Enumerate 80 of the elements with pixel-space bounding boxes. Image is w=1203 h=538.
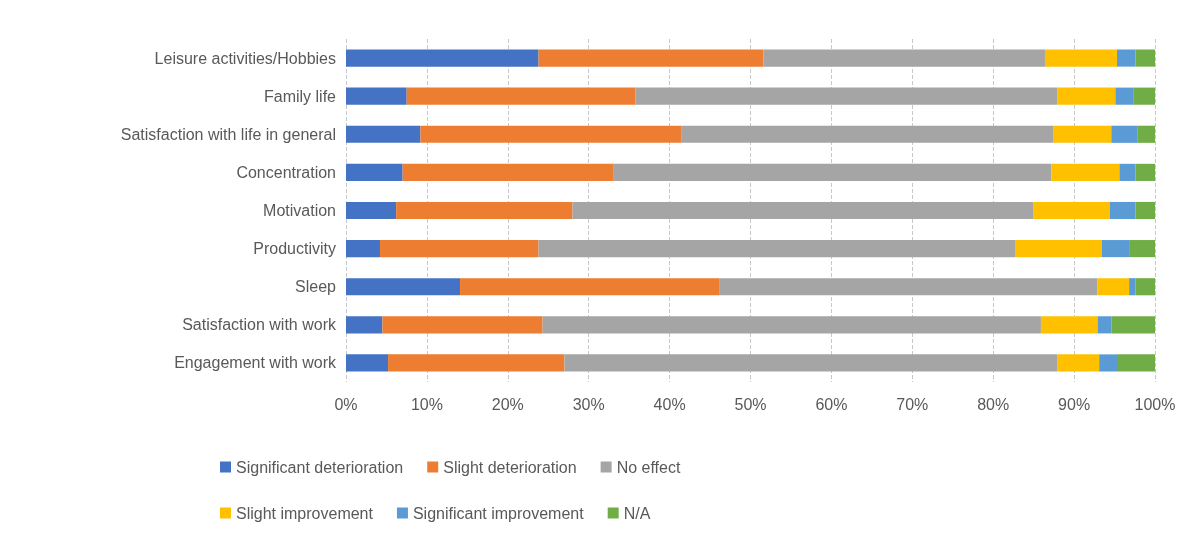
bar (1135, 163, 1155, 181)
y-tick-label: Productivity (253, 240, 336, 258)
bar (1040, 316, 1098, 334)
bar (1129, 240, 1155, 258)
bar (1097, 316, 1112, 334)
bar (396, 201, 573, 220)
x-tick-label: 10% (410, 395, 443, 413)
bar (1057, 87, 1116, 105)
x-tick-label: 0% (334, 395, 358, 413)
x-tick-label: 30% (572, 395, 605, 413)
x-tick-label: 60% (815, 395, 848, 413)
bar (1135, 201, 1155, 220)
y-tick-label: Family life (263, 87, 337, 105)
bar (719, 278, 1098, 296)
legend-label: Slight improvement (236, 504, 374, 522)
bar (406, 87, 636, 105)
bar (379, 240, 539, 258)
bar (538, 240, 1016, 258)
bar (1015, 240, 1102, 258)
bar (1053, 125, 1112, 143)
bar (346, 49, 539, 67)
legend-label: Significant deterioration (236, 458, 404, 476)
bar (388, 354, 565, 372)
bar (564, 354, 1058, 372)
x-tick-label: 80% (977, 395, 1010, 413)
bar (1111, 316, 1155, 334)
y-tick-label: Concentration (236, 163, 336, 181)
bar (1133, 87, 1155, 105)
x-tick-label: 40% (653, 395, 686, 413)
bar (1129, 278, 1136, 296)
bar (635, 87, 1058, 105)
bar (538, 49, 764, 67)
bar (1111, 125, 1138, 143)
bar (402, 163, 614, 181)
legend-label: N/A (623, 504, 651, 522)
y-tick-label: Leisure activities/Hobbies (154, 49, 336, 67)
y-tick-label: Satisfaction with life in general (120, 125, 336, 143)
bar (1119, 163, 1136, 181)
bar (420, 125, 682, 143)
bar (1137, 125, 1155, 143)
x-tick-label: 100% (1134, 395, 1176, 413)
bar (572, 201, 1034, 220)
bar (1097, 278, 1130, 296)
x-tick-label: 70% (896, 395, 929, 413)
bar (1101, 240, 1130, 258)
bar (1109, 201, 1136, 220)
bar (1115, 87, 1134, 105)
bar (346, 125, 421, 143)
x-tick-label: 50% (734, 395, 767, 413)
x-tick-label: 20% (491, 395, 524, 413)
y-tick-label: Engagement with work (174, 354, 337, 372)
bar (382, 316, 543, 334)
legend-label: No effect (616, 458, 681, 476)
bar (681, 125, 1054, 143)
bar (346, 87, 407, 105)
bar (763, 49, 1045, 67)
bar (346, 163, 403, 181)
bar (460, 278, 720, 296)
bar (346, 316, 383, 334)
bar (346, 201, 397, 220)
bar (542, 316, 1041, 334)
bar (346, 354, 389, 372)
bar (1135, 278, 1155, 296)
bar (1033, 201, 1110, 220)
bar (1116, 49, 1136, 67)
y-tick-label: Satisfaction with work (182, 316, 337, 334)
bar (1057, 354, 1100, 372)
bar (1099, 354, 1117, 372)
bar (1116, 354, 1155, 372)
bar (346, 278, 461, 296)
bar (1044, 49, 1117, 67)
y-tick-label: Sleep (295, 278, 337, 296)
legend-label: Significant improvement (412, 504, 585, 522)
bar (1135, 49, 1155, 67)
legend-label: Slight deterioration (443, 458, 577, 476)
y-tick-label: Motivation (263, 202, 336, 219)
bar (613, 163, 1052, 181)
x-tick-label: 90% (1058, 395, 1091, 413)
bar (346, 240, 380, 258)
bar (1051, 163, 1120, 181)
